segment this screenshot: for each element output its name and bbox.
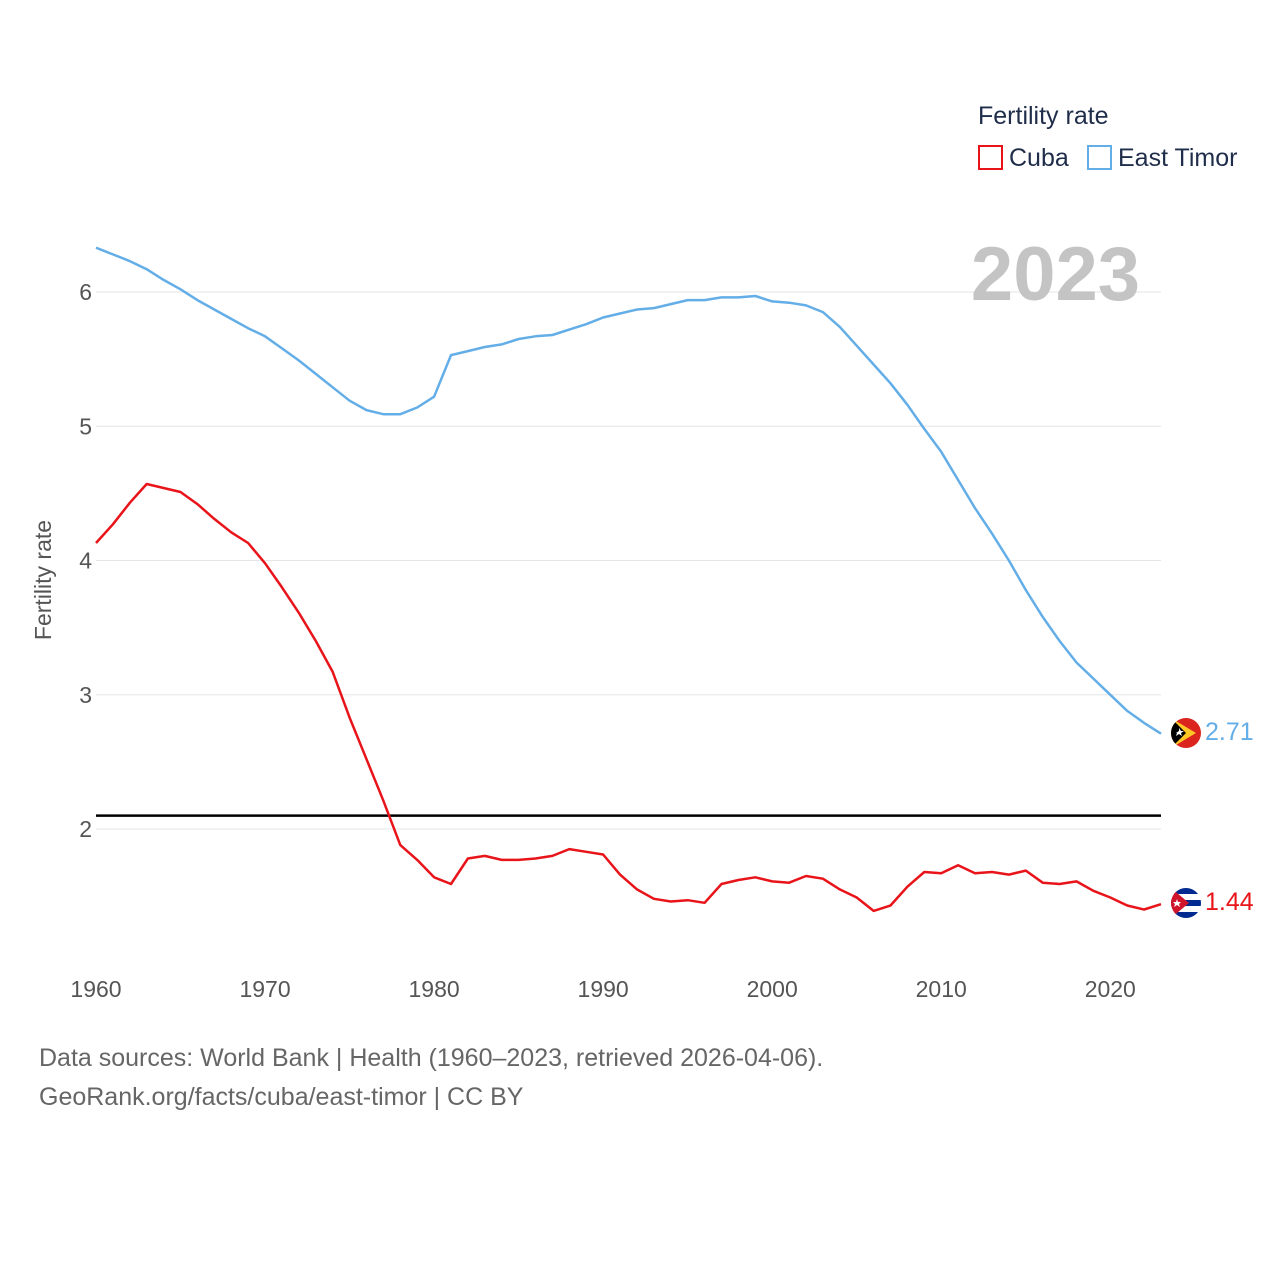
credit-link[interactable]: GeoRank.org/facts/cuba/east-timor | CC B… xyxy=(39,1083,524,1111)
x-tick-label: 2020 xyxy=(1085,976,1136,1002)
x-tick-label: 2010 xyxy=(916,976,967,1002)
legend-label-cuba: Cuba xyxy=(1009,144,1069,172)
east-timor-flag-icon xyxy=(1171,718,1201,748)
cuba-flag-icon xyxy=(1171,888,1201,918)
x-tick-label: 1960 xyxy=(70,976,121,1002)
year-label: 2023 xyxy=(971,232,1140,317)
y-tick-label: 6 xyxy=(79,279,92,305)
y-tick-label: 3 xyxy=(79,682,92,708)
y-tick-label: 4 xyxy=(79,548,92,574)
source-note: Data sources: World Bank | Health (1960–… xyxy=(39,1044,824,1072)
x-tick-label: 2000 xyxy=(747,976,798,1002)
y-tick-label: 5 xyxy=(79,413,92,439)
x-tick-label: 1990 xyxy=(578,976,629,1002)
y-axis-ticks: 2 3 4 5 6 xyxy=(79,279,92,842)
east-timor-end-value: 2.71 xyxy=(1205,718,1254,746)
series-lines xyxy=(95,246,1162,913)
series-line-east-timor xyxy=(95,246,1162,735)
series-line-cuba xyxy=(95,482,1162,913)
legend-label-east-timor: East Timor xyxy=(1118,144,1237,172)
legend-swatch-cuba xyxy=(978,145,1003,170)
x-axis-ticks: 1960 1970 1980 1990 2000 2010 2020 xyxy=(70,976,1135,1002)
x-tick-label: 1970 xyxy=(239,976,290,1002)
legend: Fertility rate Cuba East Timor xyxy=(978,102,1237,172)
legend-title: Fertility rate xyxy=(978,102,1109,130)
cuba-end-value: 1.44 xyxy=(1205,888,1254,916)
y-tick-label: 2 xyxy=(79,816,92,842)
legend-swatch-east-timor xyxy=(1087,145,1112,170)
grid-lines xyxy=(96,291,1161,830)
x-tick-label: 1980 xyxy=(409,976,460,1002)
fertility-chart: 2 3 4 5 6 1960 1970 1980 1990 2000 2010 2020 Ferti… xyxy=(30,102,1254,1002)
y-axis-label: Fertility rate xyxy=(30,520,56,640)
